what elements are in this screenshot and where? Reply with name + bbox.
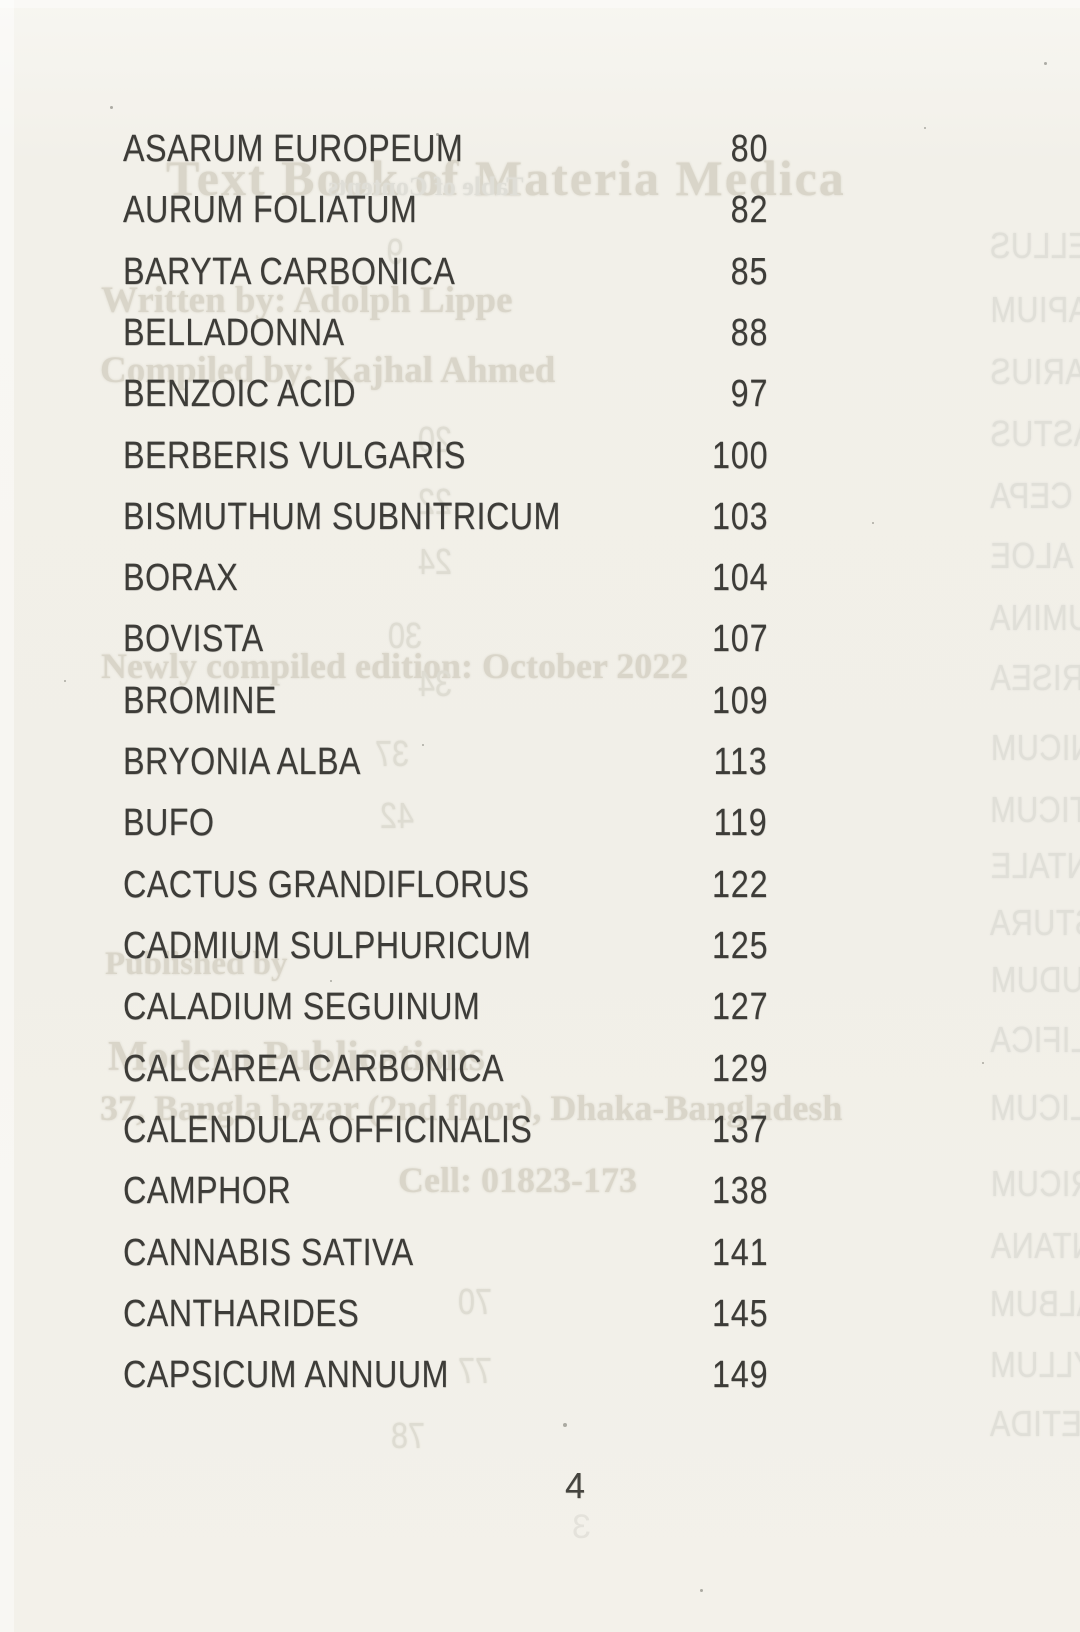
toc-entry-name: BARYTA CARBONICA <box>123 251 456 293</box>
paper-speck <box>152 1250 154 1252</box>
toc-entry-page: 145 <box>711 1293 768 1335</box>
ghost-mirrored-row: ASA FOETIDA 78 <box>0 1403 1080 1456</box>
toc-row: CADMIUM SULPHURICUM 125 <box>0 927 1080 971</box>
toc-entry-name: BROMINE <box>123 680 277 722</box>
toc-row: BELLADONNA 88 <box>0 314 1080 358</box>
toc-entry-page: 113 <box>713 741 768 783</box>
paper-speck <box>872 522 874 524</box>
paper-speck <box>330 980 332 982</box>
toc-entry-name: CACTUS GRANDIFLORUS <box>123 864 530 906</box>
toc-row: BRYONIA ALBA 113 <box>0 743 1080 787</box>
paper-speck <box>700 1589 703 1592</box>
paper-speck <box>422 744 424 746</box>
ghost-mirrored-page-number: 3 <box>572 1508 591 1546</box>
toc-entry-name: BRYONIA ALBA <box>123 741 361 783</box>
toc-entry-page: 129 <box>711 1048 768 1090</box>
paper-speck <box>1044 62 1047 65</box>
toc-row: CAMPHOR 138 <box>0 1172 1080 1216</box>
ghost-edition-line: Newly compiled edition: October 2022 <box>101 646 689 686</box>
ghost-entry-page: 78 <box>391 1415 426 1456</box>
ghost-compiled-by: Compiled by: Kajhal Ahmed <box>100 350 556 391</box>
toc-entry-name: CANNABIS SATIVA <box>123 1232 414 1274</box>
toc-entry-name: CALADIUM SEGUINUM <box>123 986 481 1028</box>
toc-entry-page: 104 <box>711 557 768 599</box>
toc-row: CALENDULA OFFICINALIS 137 <box>0 1111 1080 1155</box>
toc-row: CANTHARIDES 145 <box>0 1295 1080 1339</box>
ghost-entry-name: ASA FOETIDA <box>990 1403 1080 1444</box>
toc-entry-name: BORAX <box>123 557 239 599</box>
toc-entry-name: CADMIUM SULPHURICUM <box>123 925 532 967</box>
toc-row: BENZOIC ACID 97 <box>0 375 1080 419</box>
toc-row: CANNABIS SATIVA 141 <box>0 1234 1080 1278</box>
paper-speck <box>110 106 113 109</box>
toc-entry-name: AURUM FOLIATUM <box>123 189 418 231</box>
toc-entry-page: 119 <box>713 802 768 844</box>
paper-speck <box>64 680 66 682</box>
toc-row: CALCAREA CARBONICA 129 <box>0 1050 1080 1094</box>
ghost-published-by: Published by <box>105 946 288 982</box>
toc-row: CAPSICUM ANNUUM 149 <box>0 1356 1080 1400</box>
paper-speck <box>563 1423 567 1427</box>
toc-entry-page: 141 <box>711 1232 768 1274</box>
ghost-phone: Cell: 01823-173 <box>398 1160 637 1200</box>
toc-row: BERBERIS VULGARIS 100 <box>0 437 1080 481</box>
toc-entry-name: BELLADONNA <box>123 312 345 354</box>
ghost-written-by: Written by: Adolph Lippe <box>101 280 513 321</box>
toc-row: CACTUS GRANDIFLORUS 122 <box>0 866 1080 910</box>
toc-entry-name: BISMUTHUM SUBNITRICUM <box>123 496 561 538</box>
toc-row: BROMINE 109 <box>0 682 1080 726</box>
toc-entry-name: BENZOIC ACID <box>123 373 357 415</box>
toc-entry-page: 109 <box>711 680 768 722</box>
toc-entry-name: CALENDULA OFFICINALIS <box>123 1109 533 1151</box>
toc-entry-name: BUFO <box>123 802 215 844</box>
toc-entry-name: BOVISTA <box>123 618 264 660</box>
toc-entry-name: CAPSICUM ANNUUM <box>123 1354 449 1396</box>
toc-row: BORAX 104 <box>0 559 1080 603</box>
toc-row: ASARUM EUROPEUM 80 <box>0 130 1080 174</box>
toc-entry-page: 85 <box>730 251 768 293</box>
toc-entry-page: 80 <box>730 128 768 170</box>
toc-entry-page: 149 <box>711 1354 768 1396</box>
toc-entry-page: 97 <box>730 373 768 415</box>
toc-row: CALADIUM SEGUINUM 127 <box>0 988 1080 1032</box>
toc-entry-name: CANTHARIDES <box>123 1293 360 1335</box>
toc-row: BISMUTHUM SUBNITRICUM 103 <box>0 498 1080 542</box>
toc-entry-name: BERBERIS VULGARIS <box>123 435 466 477</box>
toc-row: AURUM FOLIATUM 82 <box>0 191 1080 235</box>
toc-entry-page: 107 <box>711 618 768 660</box>
toc-row: BARYTA CARBONICA 85 <box>0 253 1080 297</box>
toc-row: BUFO 119 <box>0 804 1080 848</box>
toc-entry-name: CALCAREA CARBONICA <box>123 1048 504 1090</box>
ghost-publisher-name: Modern Publications <box>108 1034 485 1080</box>
toc-entry-page: 137 <box>711 1109 768 1151</box>
ghost-publisher-address: 37, Bangla bazar (2nd floor), Dhaka-Bang… <box>100 1088 843 1128</box>
toc-entry-name: CAMPHOR <box>123 1170 292 1212</box>
toc-entry-page: 127 <box>711 986 768 1028</box>
toc-entry-page: 103 <box>711 496 768 538</box>
paper-speck <box>436 133 439 136</box>
scan-edge-highlight-left <box>0 0 14 1632</box>
toc-entry-name: ASARUM EUROPEUM <box>123 128 464 170</box>
ghost-book-title: Text Book of Materia Medica <box>166 150 846 206</box>
toc-entry-page: 88 <box>730 312 768 354</box>
toc-entry-page: 82 <box>730 189 768 231</box>
toc-row: BOVISTA 107 <box>0 620 1080 664</box>
page-number: 4 <box>565 1465 586 1506</box>
toc-entry-page: 138 <box>711 1170 768 1212</box>
paper-speck <box>924 127 926 129</box>
toc-entry-page: 122 <box>711 864 768 906</box>
toc-entry-page: 125 <box>711 925 768 967</box>
toc-entry-page: 100 <box>711 435 768 477</box>
paper-speck <box>982 1062 984 1064</box>
scan-edge-highlight-top <box>0 0 1080 8</box>
